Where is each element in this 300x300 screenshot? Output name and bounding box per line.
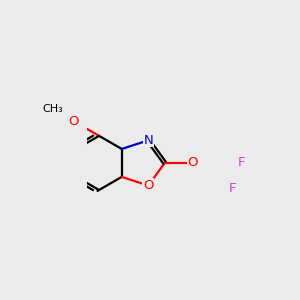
Text: O: O bbox=[143, 179, 154, 192]
Text: N: N bbox=[143, 134, 153, 147]
Text: CH₃: CH₃ bbox=[42, 104, 63, 114]
Text: O: O bbox=[188, 156, 198, 170]
Text: O: O bbox=[68, 115, 79, 128]
Text: F: F bbox=[229, 182, 236, 195]
Text: F: F bbox=[238, 156, 245, 169]
